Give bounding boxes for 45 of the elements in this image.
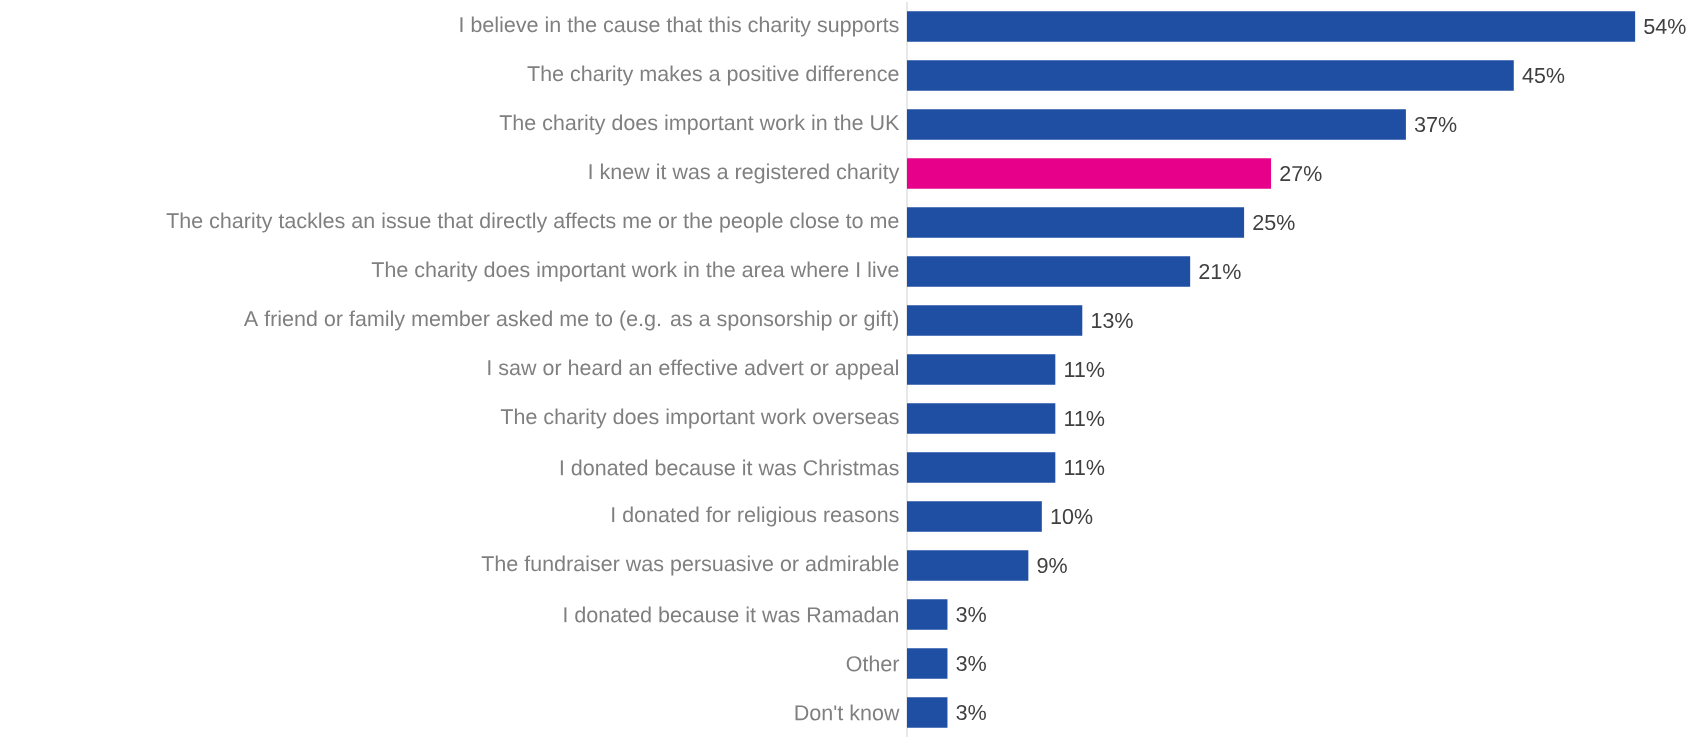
data-label: 45% — [1522, 67, 1565, 84]
data-label: 54% — [1644, 18, 1686, 35]
y-tick-label: I donated for religious reasons — [612, 506, 899, 527]
bar — [907, 697, 948, 728]
bar — [907, 550, 1029, 581]
data-label: 3% — [956, 606, 986, 623]
y-tick-label: I knew it was a registered charity — [589, 163, 900, 184]
bar — [907, 256, 1191, 287]
y-tick-label: The charity makes a positive difference — [527, 65, 899, 86]
bar — [907, 452, 1056, 483]
bar — [907, 60, 1514, 91]
data-label: 11% — [1065, 361, 1105, 378]
data-label: 3% — [956, 655, 986, 672]
data-label: 27% — [1280, 165, 1322, 182]
bar — [907, 158, 1272, 189]
bar — [907, 648, 948, 679]
bar — [907, 305, 1083, 336]
y-tick-label: Don't know — [795, 704, 900, 721]
y-tick-label: I saw or heard an effective advert or appeal — [488, 359, 898, 380]
data-label: 3% — [956, 704, 986, 721]
bar — [907, 354, 1056, 385]
bar — [907, 109, 1406, 140]
data-label: 21% — [1199, 263, 1241, 280]
data-label: 9% — [1037, 557, 1067, 574]
data-label: 37% — [1414, 116, 1457, 133]
data-label: 10% — [1051, 508, 1093, 525]
y-tick-label: The charity tackles an issue that directly affects me or the people close to me — [166, 212, 899, 233]
bar — [907, 11, 1636, 42]
y-tick-label: I donated because it was Christmas — [560, 459, 899, 476]
bar — [907, 403, 1056, 434]
data-label: 11% — [1065, 410, 1105, 427]
y-tick-label: I donated because it was Ramadan — [564, 606, 899, 623]
bar — [907, 207, 1245, 238]
data-label: 13% — [1092, 312, 1133, 329]
y-tick-label: The charity does important work in the area where I live — [371, 261, 899, 282]
y-tick-label: I believe in the cause that this charity supports — [460, 16, 899, 37]
bar — [907, 501, 1042, 532]
bar — [907, 599, 948, 630]
data-label: 11% — [1065, 459, 1105, 476]
y-tick-label: The charity does important work overseas — [500, 408, 899, 429]
data-label: 25% — [1253, 214, 1295, 231]
y-tick-label: Other — [846, 655, 900, 672]
y-tick-label: The fundraiser was persuasive or admirable — [481, 555, 899, 576]
y-tick-label: A friend or family member asked me to (e.g. as a sponsorship or gift) — [243, 310, 899, 331]
y-tick-label: The charity does important work in the UK — [499, 114, 900, 135]
